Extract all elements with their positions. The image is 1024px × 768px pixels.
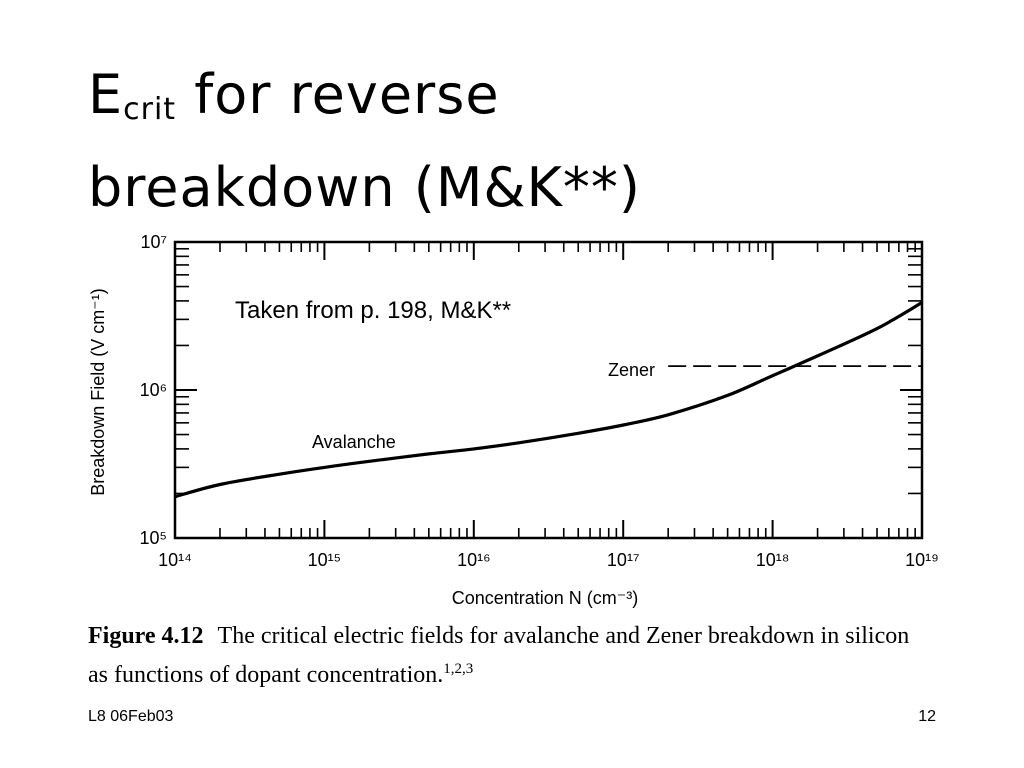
- figure-caption: Figure 4.12 The critical electric fields …: [88, 620, 918, 692]
- y-tick-label: 10⁶: [140, 380, 167, 400]
- x-tick-label: 10¹⁸: [756, 550, 790, 570]
- plot-frame: [173, 240, 924, 540]
- title-rest: for reverse: [176, 63, 500, 126]
- caption-references: 1,2,3: [443, 661, 474, 677]
- y-axis-label: Breakdown Field (V cm⁻¹): [88, 288, 108, 496]
- series-line-avalanche: [174, 301, 923, 499]
- plot-border: [173, 240, 924, 540]
- slide-number: 12: [918, 708, 936, 725]
- y-tick-label: 10⁵: [140, 528, 167, 548]
- caption-figure-number: Figure 4.12: [88, 623, 204, 649]
- axis-ticks: [174, 241, 923, 539]
- title-line-1: Ecrit for reverse: [88, 56, 641, 149]
- x-tick-label: 10¹⁹: [905, 550, 939, 570]
- series-layer: [174, 301, 923, 499]
- footer-date: L8 06Feb03: [88, 708, 174, 725]
- x-tick-label: 10¹⁴: [158, 550, 192, 570]
- title-main: E: [88, 63, 124, 126]
- title-line-2: breakdown (M&K**): [88, 156, 641, 219]
- chart-annotation: Taken from p. 198, M&K**: [235, 297, 511, 324]
- y-tick-label: 10⁷: [140, 232, 167, 252]
- breakdown-field-chart: 10¹⁴ 10¹⁵ 10¹⁶ 10¹⁷ 10¹⁸ 10¹⁹ 10⁵ 10⁶ 10⁷ Taken …: [88, 232, 939, 608]
- series-label-avalanche: Avalanche: [312, 432, 396, 452]
- title-subscript: crit: [123, 92, 177, 127]
- x-tick-label: 10¹⁵: [308, 550, 341, 570]
- caption-text: The critical electric fields for avalanc…: [88, 623, 910, 688]
- x-tick-label: 10¹⁶: [457, 550, 490, 570]
- x-tick-label: 10¹⁷: [607, 550, 640, 570]
- tick-labels: 10¹⁴ 10¹⁵ 10¹⁶ 10¹⁷ 10¹⁸ 10¹⁹ 10⁵ 10⁶ 10⁷: [140, 232, 939, 570]
- x-axis-label: Concentration N (cm⁻³): [452, 588, 639, 608]
- slide-title: Ecrit for reverse breakdown (M&K**): [88, 56, 641, 227]
- series-label-zener: Zener: [608, 360, 655, 380]
